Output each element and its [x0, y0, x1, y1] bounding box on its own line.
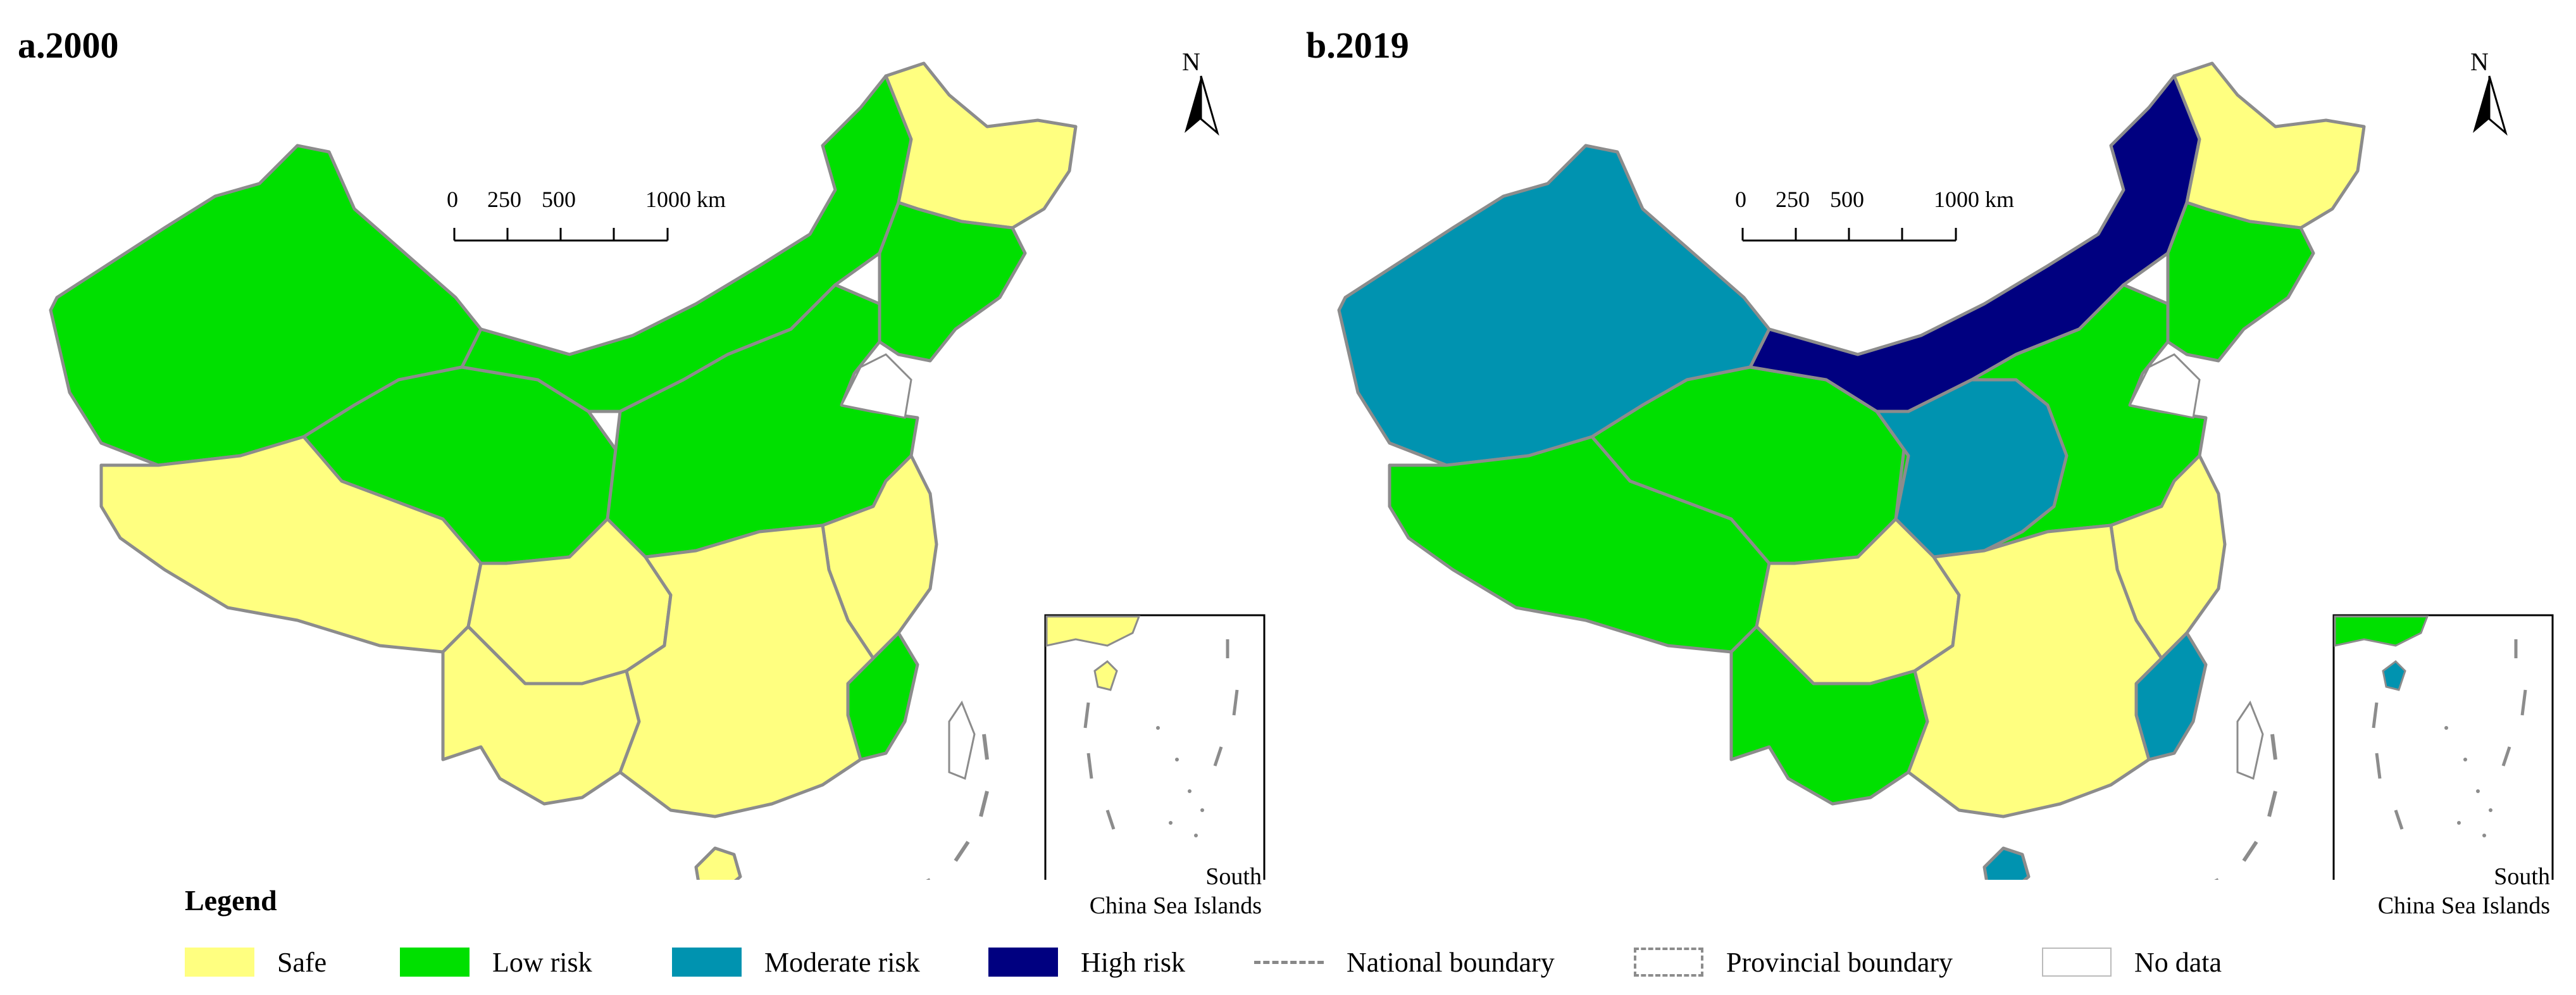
taiwan-island: [2236, 700, 2264, 780]
legend-item-provincial-boundary: Provincial boundary: [1634, 943, 1953, 981]
inset-label-line: China Sea Islands: [1089, 892, 1262, 919]
legend-item-moderate-risk: Moderate risk: [672, 943, 920, 981]
inset-coast: [1045, 615, 1141, 647]
scale-tick-label: 0: [447, 187, 458, 212]
scale-tick-label: 0: [1735, 187, 1746, 212]
inset-hainan: [1093, 660, 1118, 691]
legend-swatch: [672, 948, 742, 977]
inset-map: [2332, 614, 2554, 880]
legend-label: Low risk: [492, 946, 592, 978]
legend-swatch: [988, 948, 1058, 977]
region-heilongjiang: [2172, 61, 2366, 230]
map-title: b.2019: [1306, 25, 1409, 66]
inset-label: South China Sea Islands: [1050, 862, 1262, 920]
inset-label-line: China Sea Islands: [2377, 892, 2550, 919]
map-canvas: [49, 61, 1266, 880]
legend-label: Moderate risk: [764, 946, 920, 978]
region-jilin-liaoning: [878, 201, 1027, 363]
legend-item-high-risk: High risk: [988, 943, 1185, 981]
legend-label: Provincial boundary: [1726, 946, 1953, 978]
legend-label: No data: [2134, 946, 2222, 978]
inset-coast: [2334, 615, 2429, 647]
bohai-sea: [840, 353, 912, 419]
scale-bar: [1741, 228, 1957, 242]
legend-item-national-boundary: National boundary: [1254, 943, 1555, 981]
legend-label: Safe: [277, 946, 327, 978]
region-heilongjiang: [884, 61, 1078, 230]
scale-bar: [453, 228, 669, 242]
legend-swatch: [400, 948, 470, 977]
region-southwest: [1729, 625, 1929, 806]
legend: Safe Low risk Moderate risk High risk Na…: [0, 943, 2576, 981]
region-hainan: [694, 846, 742, 880]
inset-label-line: South: [2494, 863, 2550, 890]
scale-tick-label: 500: [542, 187, 576, 212]
inset-label: South China Sea Islands: [2339, 862, 2550, 920]
bohai-sea: [2128, 353, 2201, 419]
legend-item-low-risk: Low risk: [400, 943, 592, 981]
scale-tick-label: 250: [487, 187, 521, 212]
scale-tick-label: 500: [1830, 187, 1864, 212]
legend-item-no-data: No data: [2042, 943, 2222, 981]
region-jilin-liaoning: [2166, 201, 2315, 363]
map-panel-2000: a.2000 N 0 250 500 1000 km South China S…: [0, 0, 1288, 919]
nine-dash-line: [926, 734, 989, 880]
north-label: N: [2470, 47, 2489, 76]
legend-title: Legend: [185, 884, 277, 917]
scale-tick-label: 1000 km: [645, 187, 726, 212]
north-arrow: [1185, 75, 1219, 136]
north-arrow: [2473, 75, 2508, 136]
map-panel-2019: b.2019 N 0 250 500 1000 km South China S…: [1288, 0, 2576, 919]
map-title: a.2000: [18, 25, 119, 66]
scale-tick-label: 250: [1776, 187, 1810, 212]
region-south-central: [1907, 523, 2163, 818]
legend-line-national: [1254, 960, 1324, 964]
inset-hainan: [2382, 660, 2406, 691]
scale-tick-label: 1000 km: [1934, 187, 2015, 212]
legend-item-safe: Safe: [185, 943, 327, 981]
legend-label: National boundary: [1347, 946, 1555, 978]
taiwan-island: [948, 700, 976, 780]
north-label: N: [1182, 47, 1200, 76]
nine-dash-line: [2214, 734, 2277, 880]
inset-map: [1044, 614, 1266, 880]
legend-label: High risk: [1081, 946, 1185, 978]
map-canvas: [1337, 61, 2554, 880]
region-hainan: [1982, 846, 2031, 880]
region-south-central: [618, 523, 875, 818]
legend-swatch: [2042, 948, 2112, 977]
legend-swatch: [185, 948, 254, 977]
region-southwest: [441, 625, 641, 806]
inset-label-line: South: [1205, 863, 1262, 890]
legend-swatch: [1634, 948, 1703, 977]
